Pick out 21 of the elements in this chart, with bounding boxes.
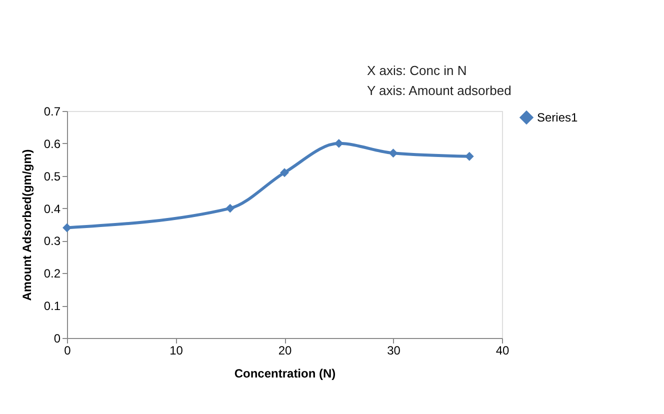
y-tick-label: 0.3 (44, 234, 61, 248)
y-tick-label: 0.6 (44, 136, 61, 151)
y-tick-label: 0.5 (44, 169, 61, 184)
x-tick-label: 40 (496, 344, 510, 358)
y-tick-label: 0.1 (44, 299, 61, 314)
y-tick-label: 0.4 (44, 202, 61, 216)
point (226, 204, 235, 213)
legend-label: Series1 (537, 110, 578, 124)
y-tick-label: 0 (54, 332, 61, 346)
text: Y axis: Amount adsorbed (367, 83, 512, 98)
point (280, 168, 289, 178)
y-tick-label: 0.2 (44, 266, 61, 281)
y-tick-label: 0.7 (44, 104, 61, 118)
y-axis-title: Amount Adsorbed(gm/gm) (20, 149, 34, 301)
text: X axis: Conc in N (367, 63, 467, 78)
x-tick-label: 20 (278, 344, 292, 358)
x-tick-label: 0 (64, 344, 72, 358)
x-tick-label: 30 (387, 344, 401, 358)
x-axis-title: Concentration (N) (234, 366, 336, 380)
point (62, 223, 72, 232)
x-tick-label: 10 (170, 344, 184, 358)
